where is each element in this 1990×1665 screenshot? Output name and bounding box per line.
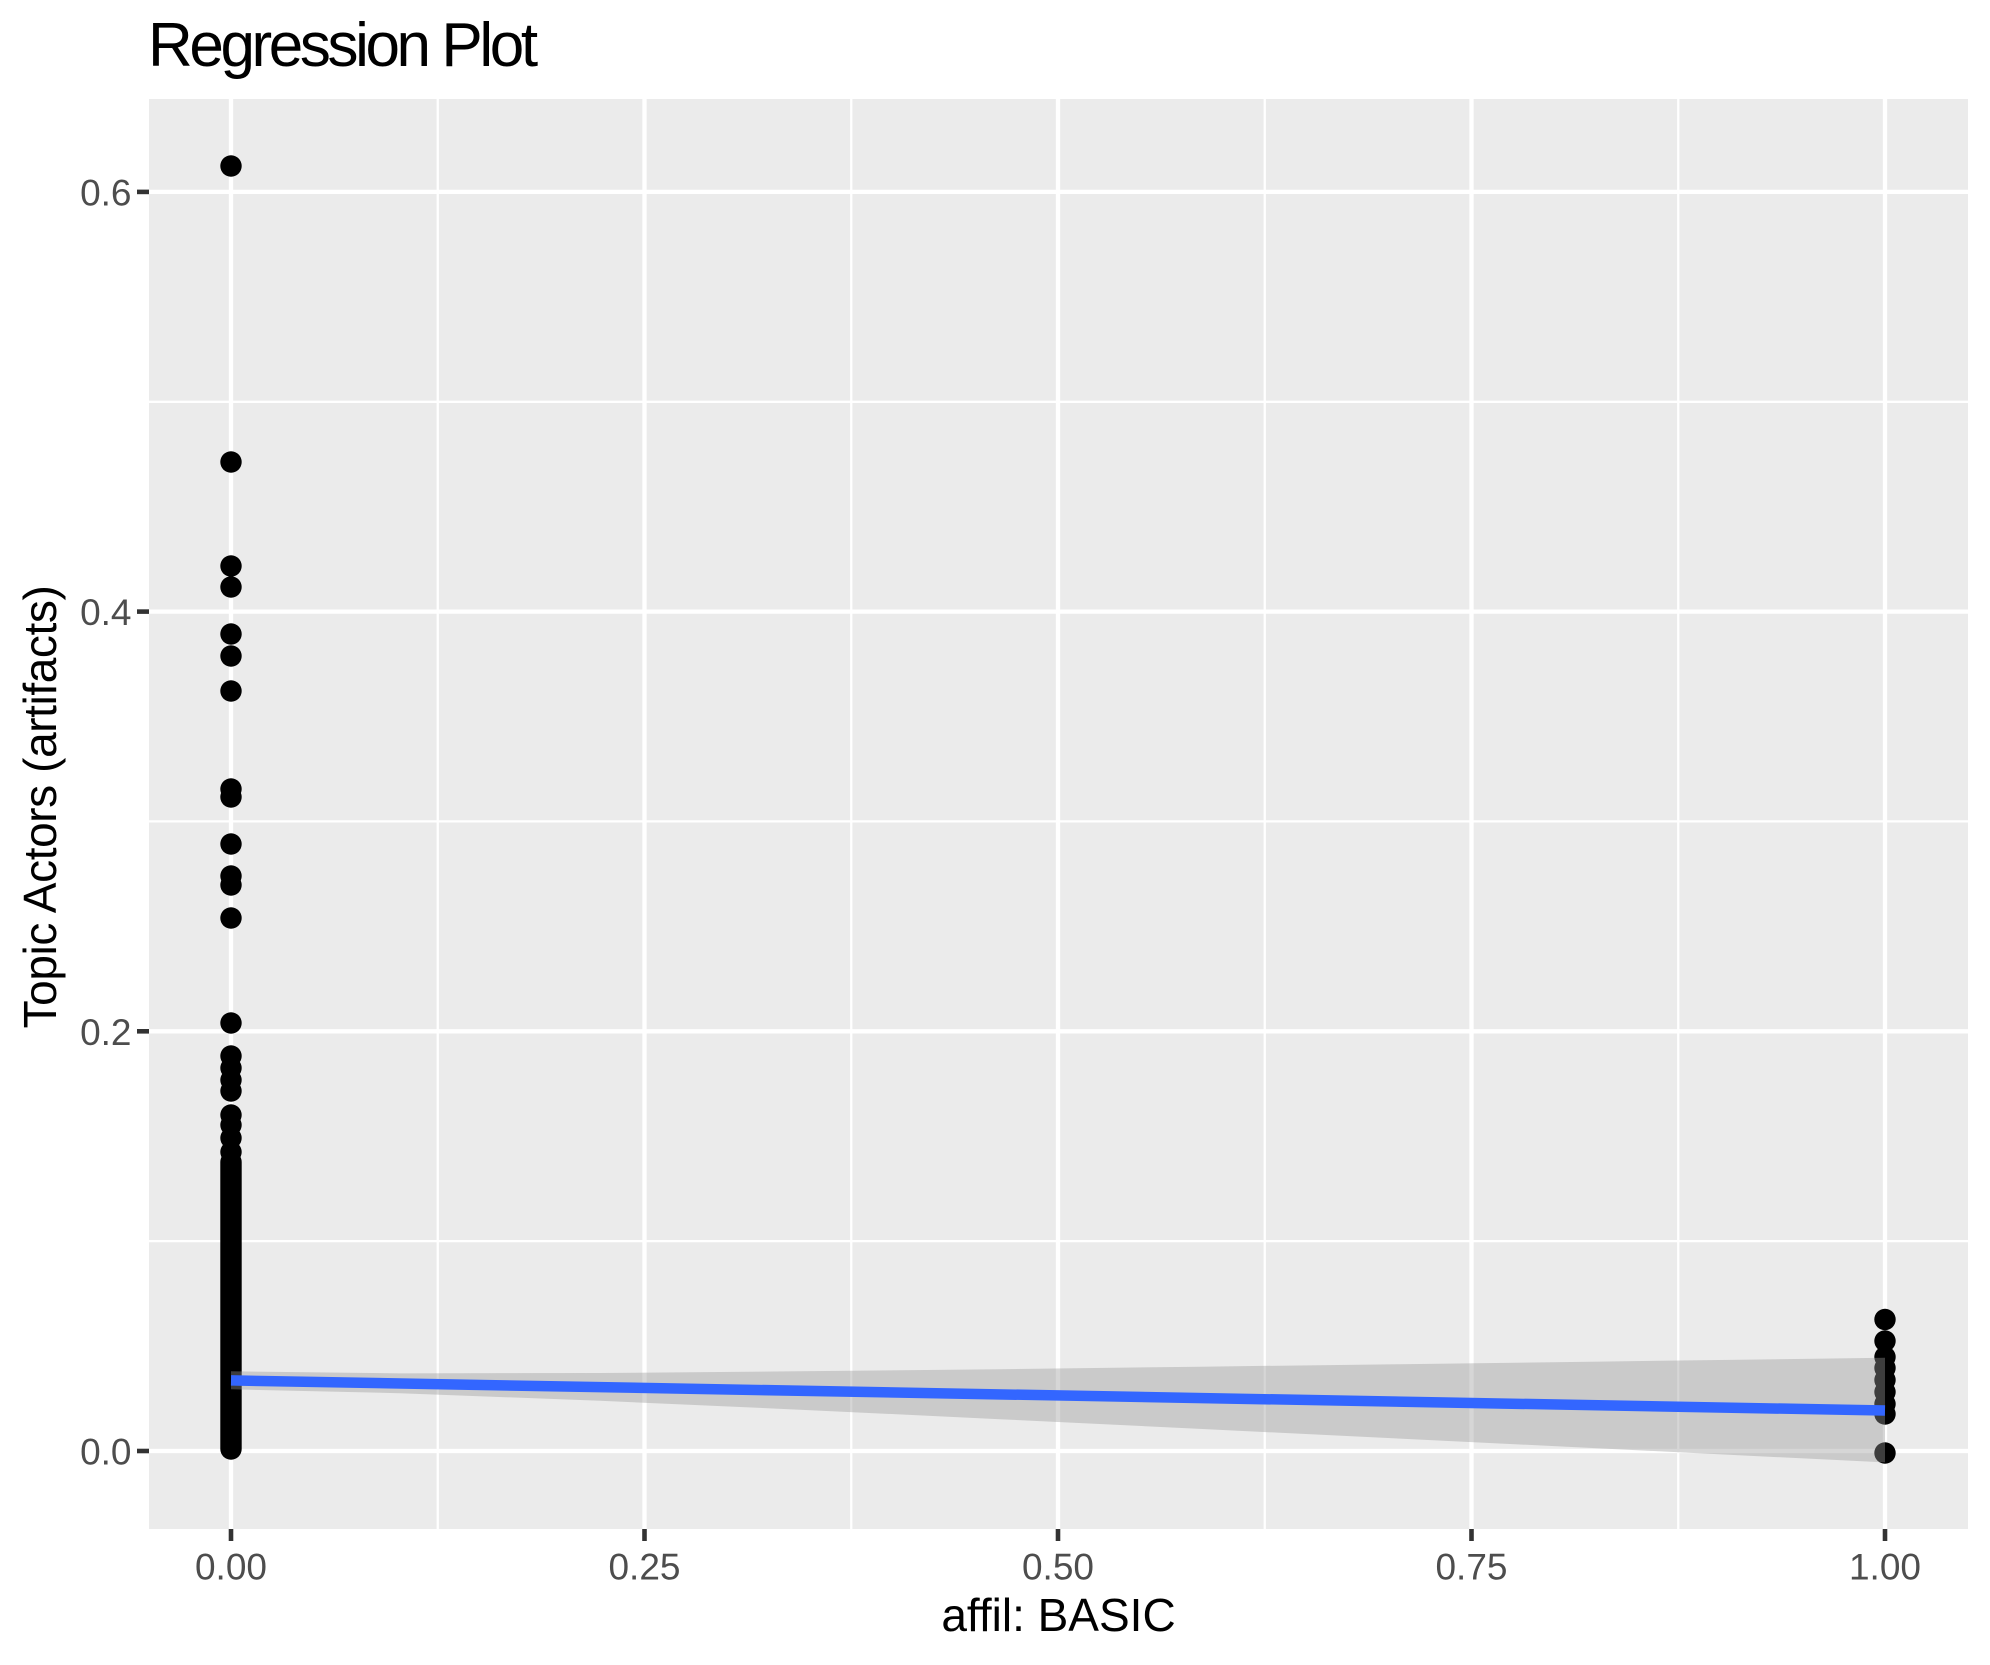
svg-text:0.2: 0.2 — [80, 1012, 131, 1053]
svg-text:0.4: 0.4 — [80, 592, 131, 633]
svg-text:Topic Actors (artifacts): Topic Actors (artifacts) — [14, 586, 66, 1029]
svg-text:affil: BASIC: affil: BASIC — [941, 1589, 1175, 1641]
svg-text:0.6: 0.6 — [80, 173, 131, 214]
svg-text:0.75: 0.75 — [1435, 1547, 1507, 1588]
svg-text:0.0: 0.0 — [80, 1432, 131, 1473]
svg-text:0.50: 0.50 — [1022, 1547, 1094, 1588]
svg-text:Regression Plot: Regression Plot — [148, 11, 538, 80]
svg-text:1.00: 1.00 — [1849, 1547, 1921, 1588]
svg-text:0.25: 0.25 — [608, 1547, 680, 1588]
svg-text:0.00: 0.00 — [195, 1547, 267, 1588]
